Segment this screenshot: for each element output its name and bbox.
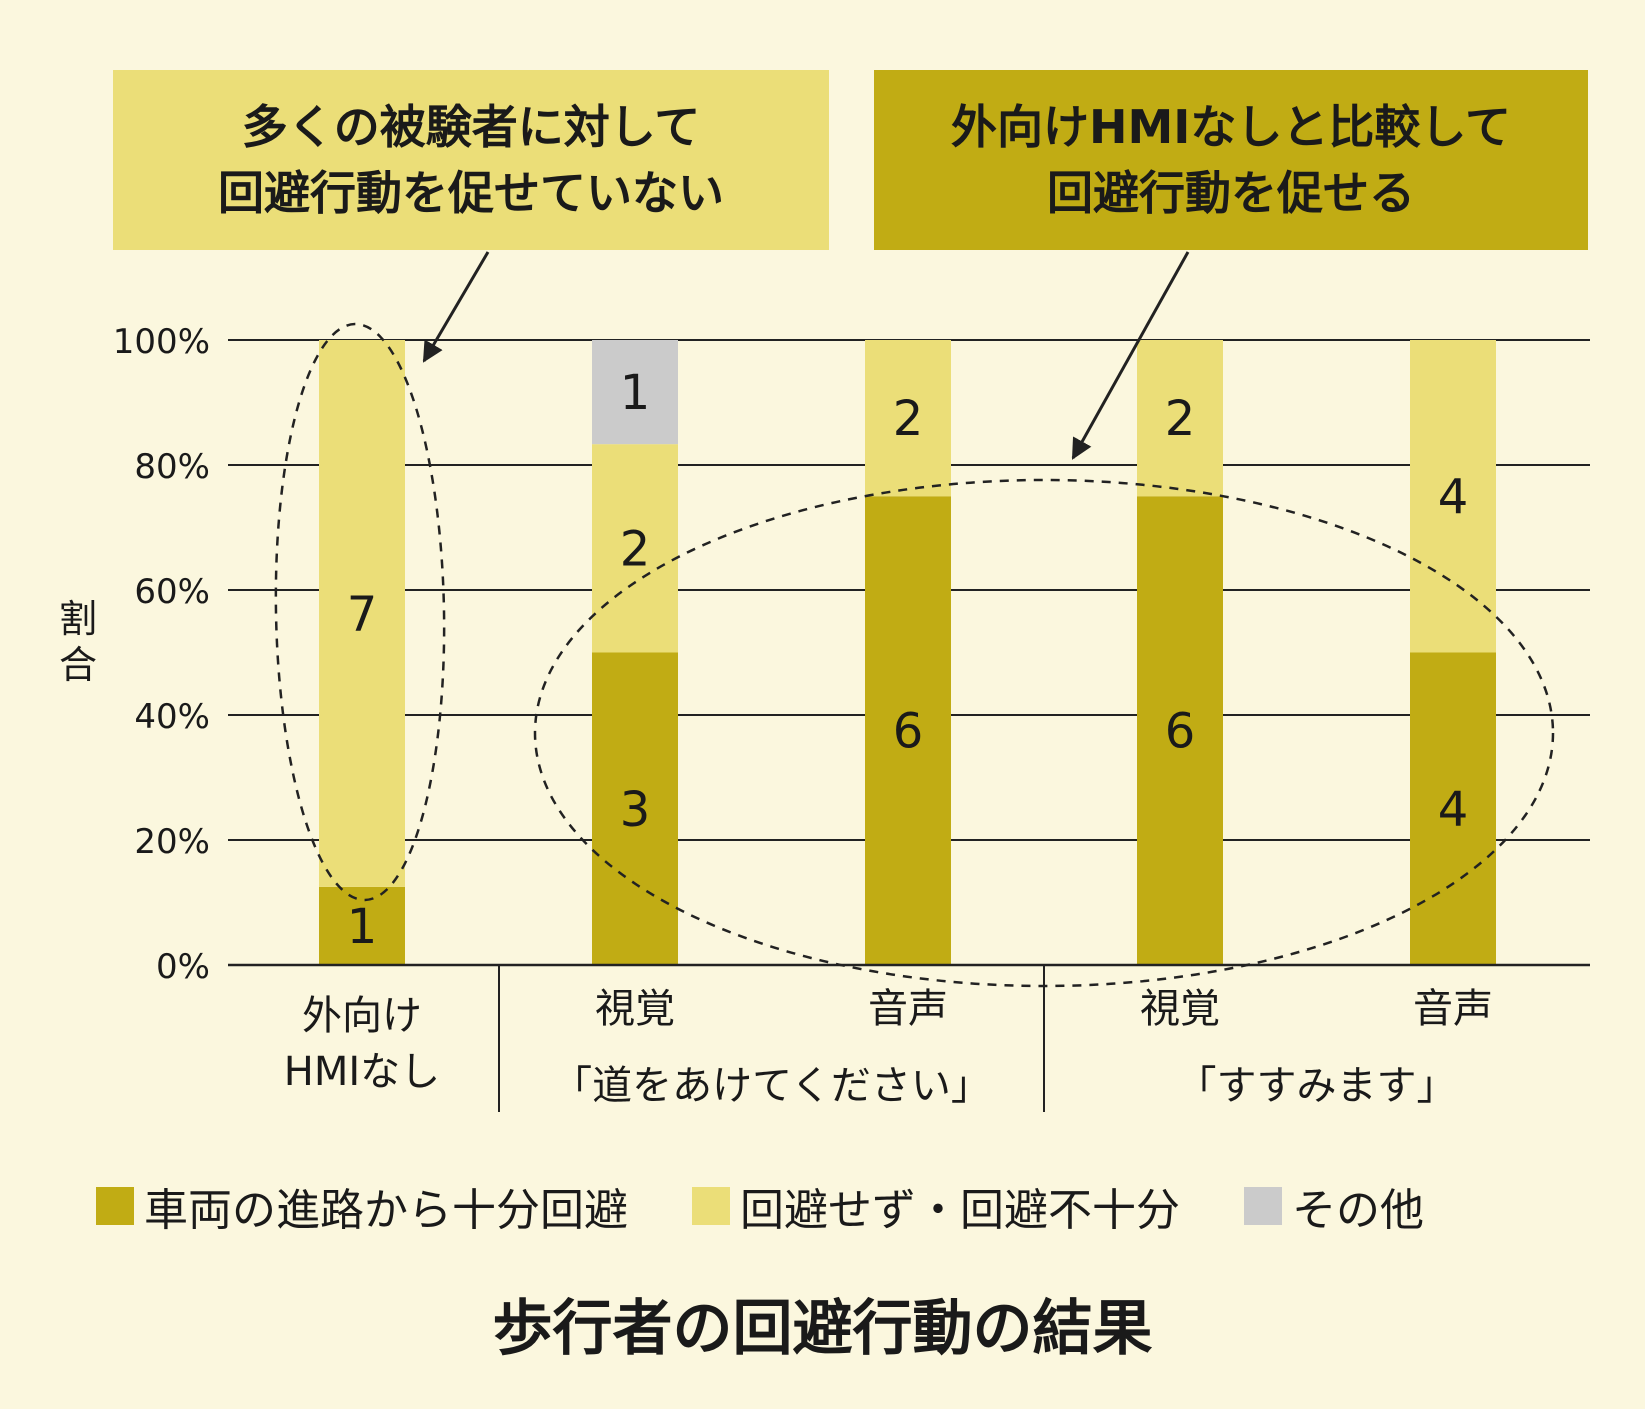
annotation-left-line-2: 回避行動を促せていない [218, 166, 724, 220]
annotation-right-line-1: 外向けHMIなしと比較して [950, 100, 1511, 154]
bar-segment [1410, 340, 1496, 653]
legend-label: 車両の進路から十分回避 [144, 1185, 628, 1236]
y-tick-label: 40% [134, 697, 210, 737]
legend-item: 車両の進路から十分回避 [96, 1174, 628, 1238]
bar-data-label: 3 [620, 782, 651, 838]
x-group-label: 「道をあけてください」 [552, 1063, 991, 1109]
annotation-arrow-left [422, 251, 490, 363]
annotation-callout-left: 多くの被験者に対して 回避行動を促せていない [113, 70, 829, 250]
bar-data-label: 6 [893, 704, 924, 760]
bar-segment [592, 444, 678, 653]
x-tick-label-line: 外向け [302, 993, 422, 1039]
y-axis-label-char: 割 [58, 597, 97, 641]
y-tick-label: 100% [113, 322, 210, 362]
bar-data-label: 6 [1165, 704, 1196, 760]
bar-data-label: 1 [347, 899, 378, 955]
bar-segment [319, 340, 405, 887]
bar-segment [1137, 496, 1223, 965]
x-tick-label-line: 音声 [868, 986, 948, 1032]
bar-segment [592, 340, 678, 445]
y-tick-label: 20% [134, 822, 210, 862]
legend-label: その他 [1292, 1185, 1424, 1236]
y-tick-label: 60% [134, 572, 210, 612]
x-tick-label-line: 視覚 [1140, 986, 1220, 1032]
legend: 車両の進路から十分回避 回避せず・回避不十分 その他 [96, 1176, 1576, 1236]
chart-title: 歩行者の回避行動の結果 [492, 1294, 1153, 1364]
bar-data-label: 4 [1438, 469, 1469, 525]
bar-data-label: 1 [620, 365, 651, 421]
legend-item: 回避せず・回避不十分 [692, 1174, 1180, 1238]
annotation-callout-right: 外向けHMIなしと比較して 回避行動を促せる [874, 70, 1588, 250]
annotation-ellipse-right [533, 478, 1555, 988]
x-tick-label-line: HMIなし [283, 1049, 441, 1095]
legend-swatch [692, 1187, 730, 1225]
legend-label: 回避せず・回避不十分 [740, 1185, 1180, 1236]
y-axis-label: 割合 [48, 596, 108, 688]
x-tick-label: 視覚 [1050, 985, 1310, 1033]
annotation-arrow-right [1071, 251, 1190, 460]
annotation-left-line-1: 多くの被験者に対して [241, 100, 701, 154]
x-tick-label: 視覚 [505, 985, 765, 1033]
x-tick-label: 外向け HMIなし [232, 988, 492, 1100]
bar-data-label: 2 [620, 521, 651, 577]
bar-segment [1410, 652, 1496, 965]
y-tick-label: 80% [134, 447, 210, 487]
legend-item: その他 [1244, 1174, 1424, 1238]
x-tick-label-line: 音声 [1413, 986, 1493, 1032]
bar-segment [1137, 340, 1223, 497]
bar-segment [592, 652, 678, 965]
bar-data-label: 2 [893, 391, 924, 447]
x-tick-label: 音声 [778, 985, 1038, 1033]
bar-segment [865, 496, 951, 965]
y-tick-label: 0% [156, 947, 210, 987]
annotation-ellipse-left [274, 322, 446, 902]
bar-data-label: 4 [1438, 782, 1469, 838]
legend-swatch [96, 1187, 134, 1225]
bar-segment [865, 340, 951, 497]
x-tick-label-line: 視覚 [595, 986, 675, 1032]
bar-segment [319, 886, 405, 965]
legend-swatch [1244, 1187, 1282, 1225]
y-axis-label-char: 合 [58, 643, 97, 687]
bar-data-label: 7 [347, 586, 378, 642]
x-tick-label: 音声 [1323, 985, 1583, 1033]
bar-data-label: 2 [1165, 391, 1196, 447]
x-group-label: 「すすみます」 [1176, 1063, 1457, 1109]
annotation-right-line-2: 回避行動を促せる [1047, 166, 1415, 220]
